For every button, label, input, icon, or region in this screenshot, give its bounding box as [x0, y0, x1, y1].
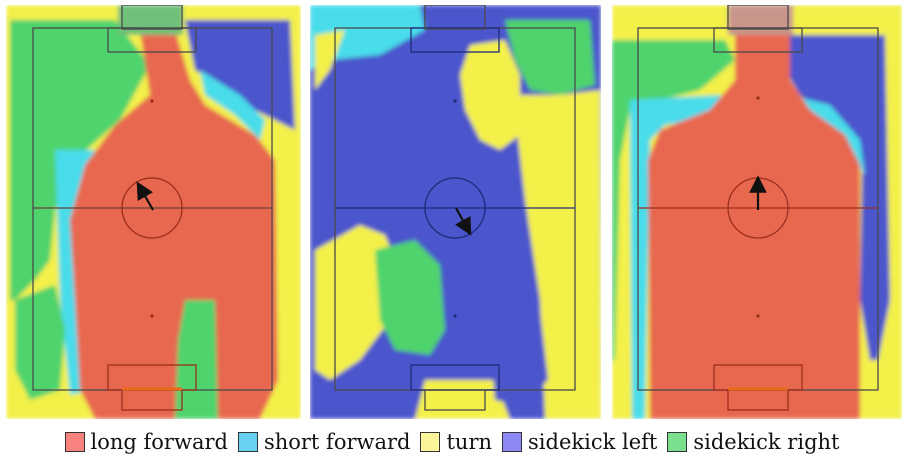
legend-swatch-long-forward [64, 432, 85, 452]
policy-heatmap-figure [6, 5, 902, 419]
panel-3-heatmap [612, 5, 902, 419]
legend: long forward short forward turn sidekick… [0, 424, 904, 460]
legend-swatch-sidekick-right [667, 432, 688, 452]
panel-2-pitch-lines [334, 5, 576, 411]
panel-2-heatmap [310, 5, 601, 419]
legend-item-long-forward: long forward [64, 430, 228, 454]
legend-item-sidekick-left: sidekick left [502, 430, 657, 454]
panel-3 [612, 5, 902, 419]
legend-swatch-sidekick-left [502, 432, 523, 452]
legend-label-sidekick-left: sidekick left [528, 430, 658, 454]
legend-label-short-forward: short forward [263, 430, 411, 454]
panel-2-heading-arrow [455, 207, 472, 236]
legend-swatch-short-forward [237, 432, 258, 452]
legend-item-turn: turn [420, 430, 492, 454]
legend-item-sidekick-right: sidekick right [667, 430, 839, 454]
panel-1 [6, 5, 301, 419]
legend-label-sidekick-right: sidekick right [693, 430, 840, 454]
panel-2 [310, 5, 601, 419]
panel-1-pitch-lines [32, 5, 273, 411]
legend-swatch-turn [420, 432, 441, 452]
legend-label-long-forward: long forward [90, 430, 228, 454]
panel-1-heading-arrow [136, 181, 154, 211]
panel-1-heatmap [6, 5, 301, 419]
legend-item-short-forward: short forward [237, 430, 411, 454]
legend-label-turn: turn [446, 430, 493, 454]
